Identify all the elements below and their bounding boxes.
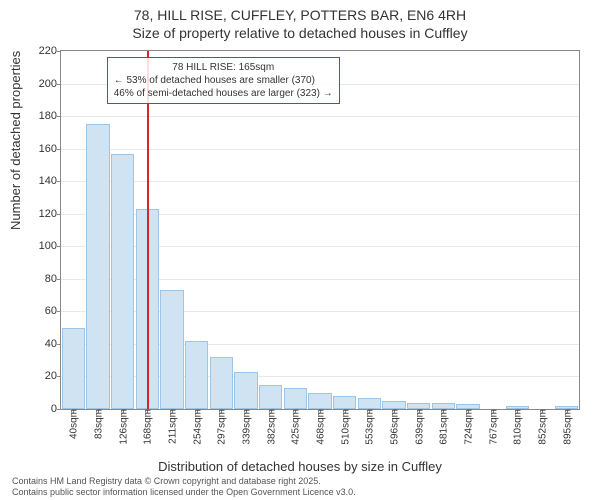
gridline [61, 149, 579, 150]
y-axis-label: Number of detached properties [8, 51, 23, 230]
plot-area: 02040608010012014016018020022040sqm83sqm… [60, 50, 580, 410]
chart-title: 78, HILL RISE, CUFFLEY, POTTERS BAR, EN6… [0, 0, 600, 42]
y-tick-label: 140 [39, 175, 61, 187]
y-tick-label: 40 [45, 338, 61, 350]
x-tick-label: 297sqm [215, 409, 228, 445]
x-tick-label: 810sqm [511, 409, 524, 445]
bar [284, 388, 307, 409]
y-tick-label: 60 [45, 305, 61, 317]
x-tick-label: 895sqm [560, 409, 573, 445]
x-tick-label: 126sqm [116, 409, 129, 445]
x-tick-label: 382sqm [264, 409, 277, 445]
y-tick-label: 200 [39, 78, 61, 90]
bar [308, 393, 331, 409]
x-tick-label: 168sqm [141, 409, 154, 445]
x-tick-label: 767sqm [486, 409, 499, 445]
marker-line [147, 51, 149, 409]
title-line-2: Size of property relative to detached ho… [132, 25, 467, 41]
callout-line: 46% of semi-detached houses are larger (… [114, 87, 333, 100]
bar [358, 398, 381, 409]
x-tick-label: 553sqm [363, 409, 376, 445]
x-tick-label: 852sqm [536, 409, 549, 445]
x-axis-label: Distribution of detached houses by size … [0, 459, 600, 474]
callout-line: ← 53% of detached houses are smaller (37… [114, 74, 333, 87]
y-tick-label: 220 [39, 45, 61, 57]
x-tick-label: 211sqm [166, 409, 179, 444]
bar [86, 124, 109, 409]
y-tick-label: 80 [45, 273, 61, 285]
x-tick-label: 468sqm [314, 409, 327, 445]
x-tick-label: 254sqm [190, 409, 203, 445]
chart-container: 78, HILL RISE, CUFFLEY, POTTERS BAR, EN6… [0, 0, 600, 500]
footer-line-1: Contains HM Land Registry data © Crown c… [12, 476, 321, 486]
footer-line-2: Contains public sector information licen… [12, 487, 356, 497]
bar [382, 401, 405, 409]
callout-line: 78 HILL RISE: 165sqm [114, 61, 333, 74]
y-tick-label: 100 [39, 240, 61, 252]
footer-attribution: Contains HM Land Registry data © Crown c… [12, 476, 588, 498]
bar [234, 372, 257, 409]
y-tick-label: 0 [51, 403, 61, 415]
x-tick-label: 339sqm [240, 409, 253, 445]
y-tick-label: 20 [45, 370, 61, 382]
y-tick-label: 160 [39, 143, 61, 155]
gridline [61, 116, 579, 117]
bar [210, 357, 233, 409]
gridline [61, 181, 579, 182]
x-tick-label: 40sqm [67, 409, 80, 439]
x-tick-label: 639sqm [412, 409, 425, 445]
bar [111, 154, 134, 409]
y-tick-label: 120 [39, 208, 61, 220]
title-line-1: 78, HILL RISE, CUFFLEY, POTTERS BAR, EN6… [134, 7, 466, 23]
bar [333, 396, 356, 409]
marker-callout: 78 HILL RISE: 165sqm← 53% of detached ho… [107, 57, 340, 104]
y-tick-label: 180 [39, 110, 61, 122]
bar [62, 328, 85, 409]
bar [160, 290, 183, 409]
x-tick-label: 83sqm [92, 409, 105, 439]
x-tick-label: 724sqm [462, 409, 475, 445]
x-tick-label: 425sqm [289, 409, 302, 445]
bar [185, 341, 208, 409]
x-tick-label: 596sqm [388, 409, 401, 445]
x-tick-label: 681sqm [437, 409, 450, 445]
x-tick-label: 510sqm [338, 409, 351, 445]
bar [259, 385, 282, 409]
